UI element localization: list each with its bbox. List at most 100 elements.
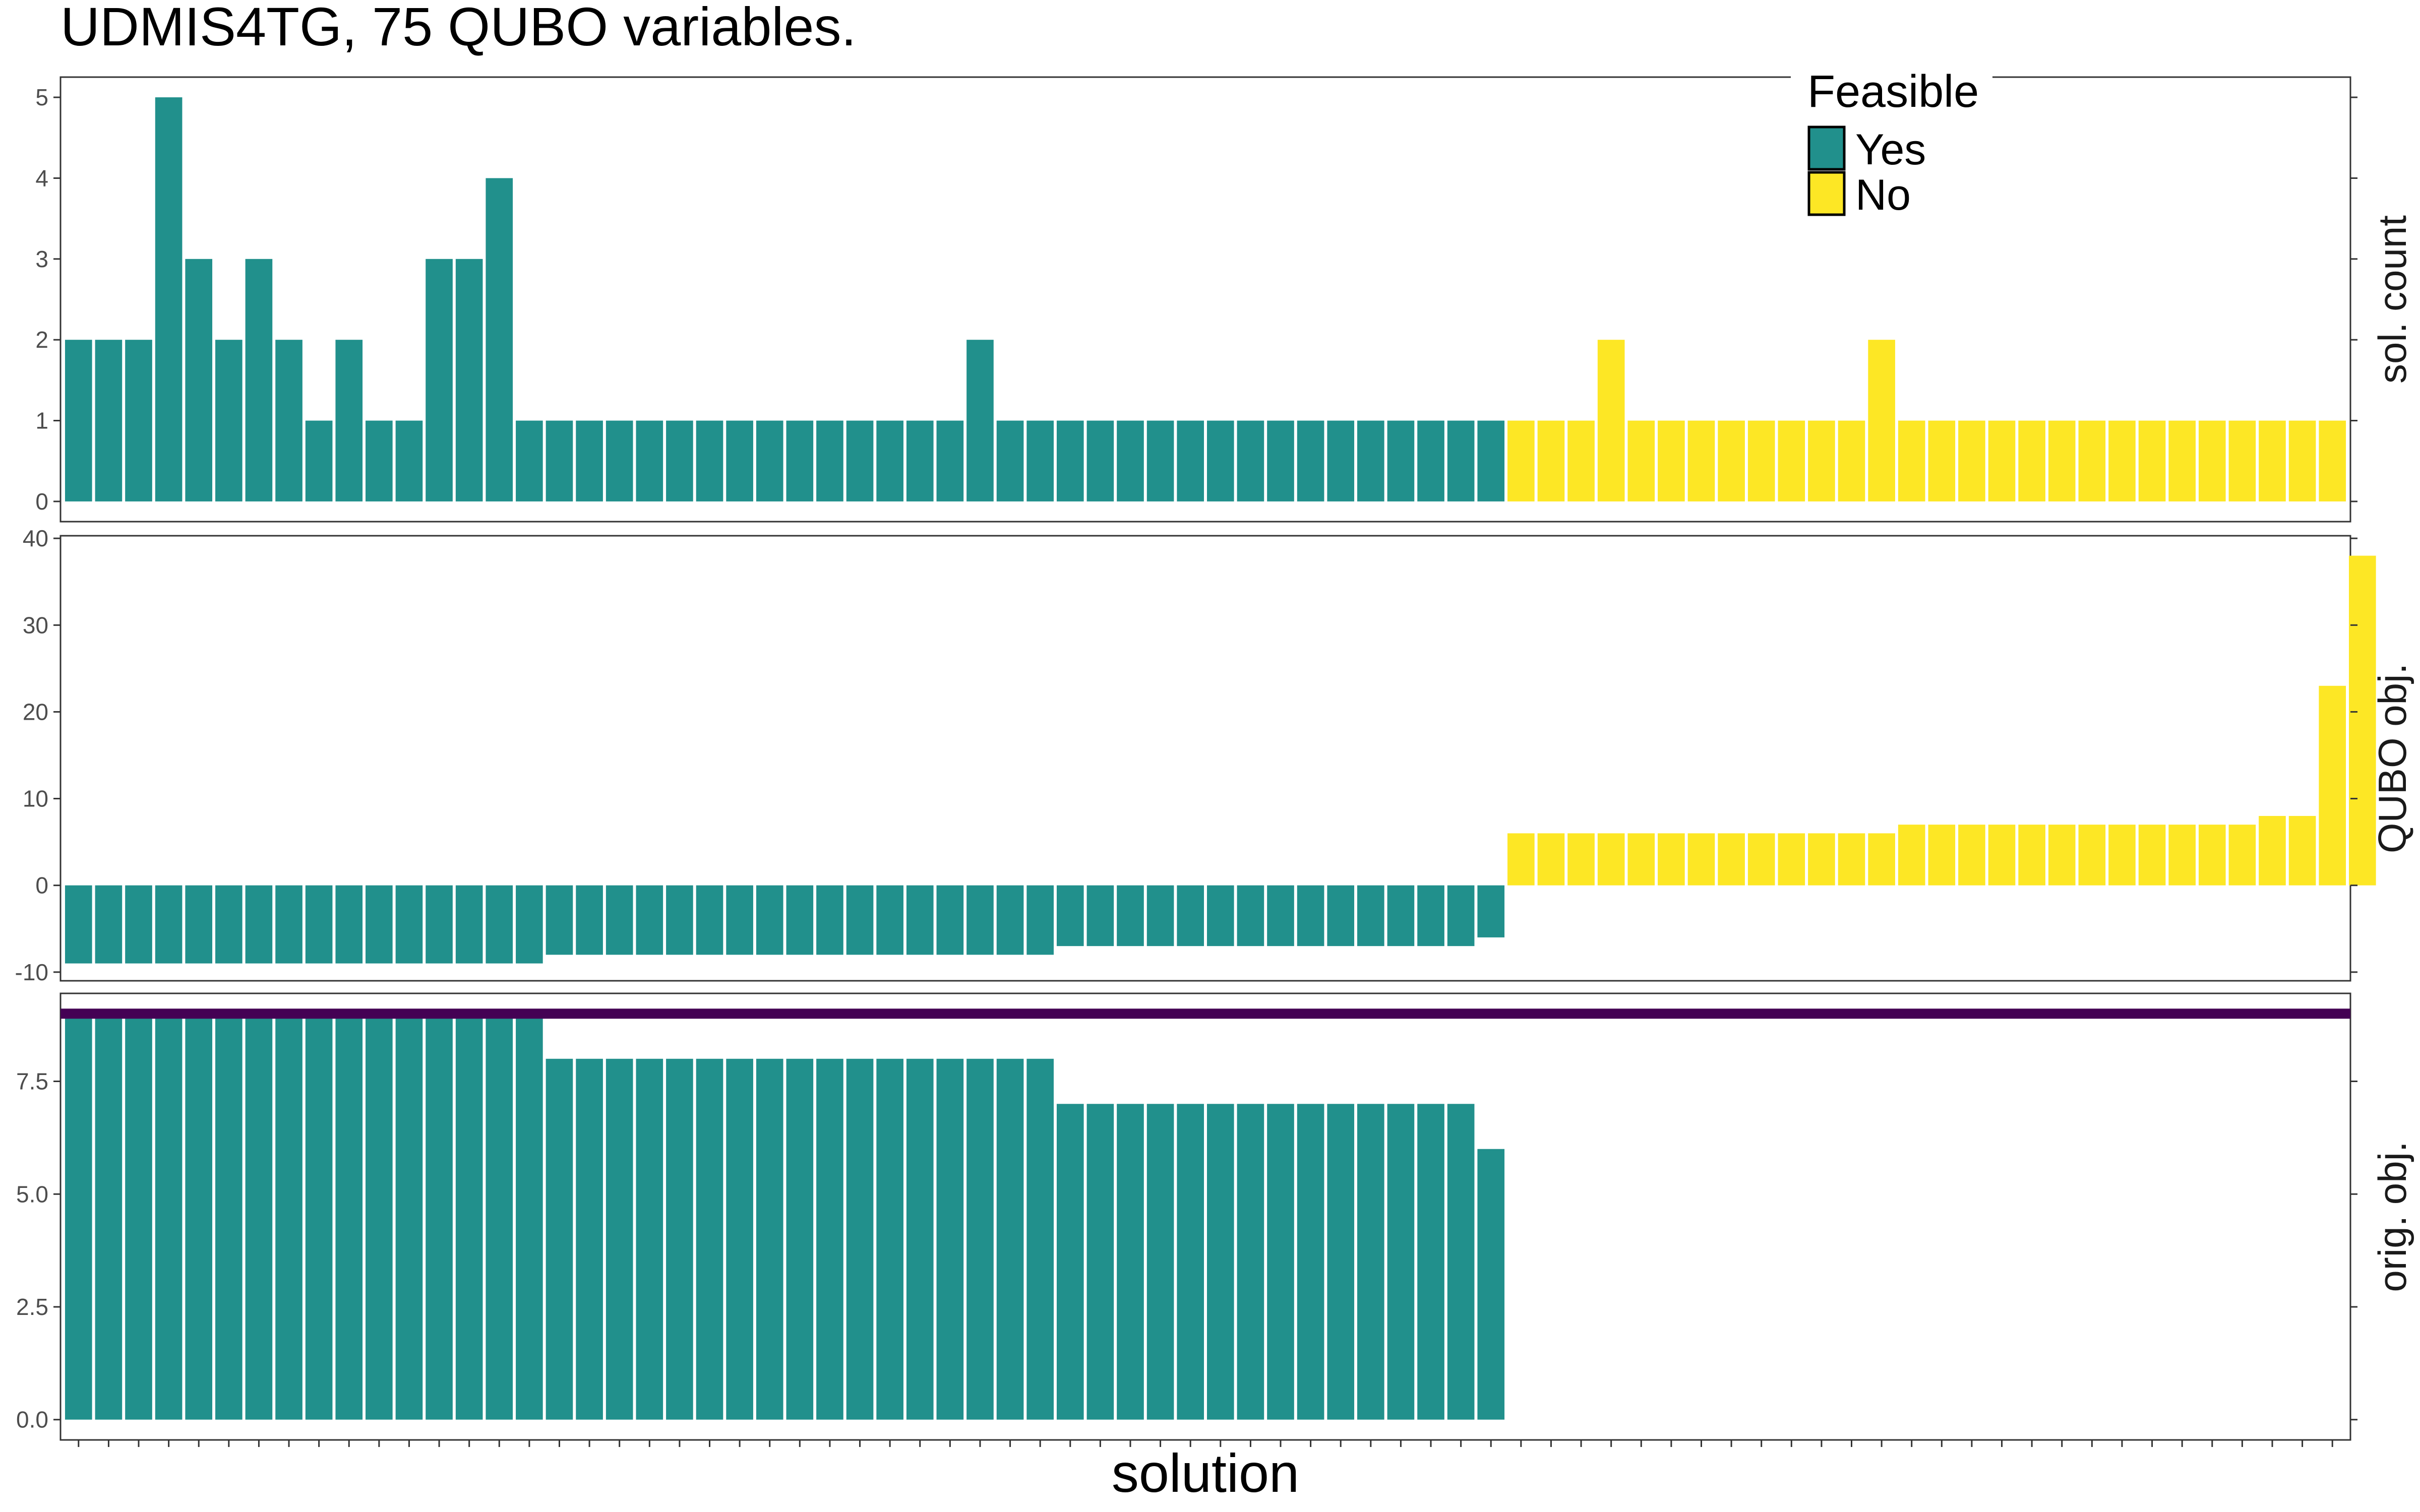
bar — [1086, 420, 1114, 501]
bar — [95, 1014, 123, 1420]
bar — [606, 885, 633, 955]
bar — [245, 885, 273, 964]
bar — [1597, 340, 1625, 501]
bar — [1056, 1104, 1084, 1420]
bar — [2078, 420, 2106, 501]
bar — [65, 885, 92, 964]
bar — [1958, 825, 1985, 886]
bar — [906, 420, 934, 501]
bar — [786, 1058, 814, 1420]
bar — [1687, 833, 1715, 886]
bar — [996, 1058, 1024, 1420]
bar — [786, 420, 814, 501]
bar — [486, 178, 513, 501]
bar — [2319, 685, 2346, 886]
bar — [1988, 420, 2016, 501]
bar — [1206, 1104, 1234, 1420]
bar — [1868, 833, 1895, 886]
bar — [906, 885, 934, 955]
bar — [1267, 1104, 1294, 1420]
bar — [996, 420, 1024, 501]
bar — [1387, 420, 1415, 501]
bar — [2228, 825, 2256, 886]
facet-label: QUBO obj. — [2370, 663, 2414, 853]
bar — [486, 885, 513, 964]
bar — [1898, 420, 1925, 501]
bar — [1477, 420, 1505, 501]
bar — [2348, 555, 2376, 886]
bar — [1237, 420, 1264, 501]
bar — [1477, 885, 1505, 937]
bar — [125, 1014, 152, 1420]
y-tick-label: 4 — [35, 165, 48, 191]
bar — [2108, 420, 2136, 501]
bar — [1808, 833, 1835, 886]
bar — [1026, 420, 1054, 501]
bar — [1537, 420, 1565, 501]
bar — [1447, 1104, 1475, 1420]
bar — [1056, 420, 1084, 501]
bar — [275, 1014, 302, 1420]
bar — [1838, 420, 1865, 501]
bar — [65, 1014, 92, 1420]
bar — [1747, 420, 1775, 501]
bar — [516, 1014, 543, 1420]
facet-label: sol. count — [2370, 215, 2414, 384]
y-tick-label: 1 — [35, 408, 48, 434]
bar — [305, 1014, 333, 1420]
bar — [1868, 340, 1895, 501]
y-tick-label: 10 — [23, 786, 48, 812]
bar — [335, 1014, 363, 1420]
bar — [1988, 825, 2016, 886]
bar — [155, 885, 183, 964]
bar — [1627, 420, 1655, 501]
bar — [2018, 420, 2045, 501]
bar — [2168, 825, 2196, 886]
bar — [305, 420, 333, 501]
legend-title: Feasible — [1807, 67, 1979, 117]
bar — [1718, 420, 1745, 501]
bar — [455, 1014, 483, 1420]
bar — [1747, 833, 1775, 886]
bar — [966, 885, 994, 955]
bar — [876, 885, 903, 955]
bar — [1387, 885, 1415, 947]
y-tick-label: 20 — [23, 699, 48, 725]
bar — [1267, 420, 1294, 501]
bar — [2228, 420, 2256, 501]
legend-title-background — [1791, 66, 1992, 91]
bar — [1117, 420, 1144, 501]
bar — [1928, 825, 1956, 886]
legend-label-yes: Yes — [1855, 125, 1926, 174]
bar — [726, 885, 753, 955]
y-tick-label: 5.0 — [16, 1181, 48, 1207]
bar — [1177, 420, 1204, 501]
bar — [1417, 420, 1444, 501]
bar — [576, 1058, 603, 1420]
y-tick-label: 0 — [35, 488, 48, 515]
bar — [1567, 833, 1595, 886]
bar — [1507, 833, 1535, 886]
bar — [2048, 420, 2076, 501]
bar — [1838, 833, 1865, 886]
bar — [335, 340, 363, 501]
bar — [1447, 420, 1475, 501]
bar — [636, 885, 663, 955]
bar — [996, 885, 1024, 955]
bar — [846, 420, 874, 501]
bar — [2018, 825, 2045, 886]
bar — [546, 1058, 573, 1420]
bar — [906, 1058, 934, 1420]
bar — [275, 885, 302, 964]
bar — [666, 885, 693, 955]
bar — [696, 885, 723, 955]
bar — [2198, 825, 2226, 886]
bar — [2259, 815, 2286, 886]
bar — [2138, 825, 2166, 886]
y-tick-label: 2.5 — [16, 1294, 48, 1320]
bar — [576, 885, 603, 955]
bar — [1417, 885, 1444, 947]
bar — [516, 420, 543, 501]
bar — [1297, 885, 1324, 947]
